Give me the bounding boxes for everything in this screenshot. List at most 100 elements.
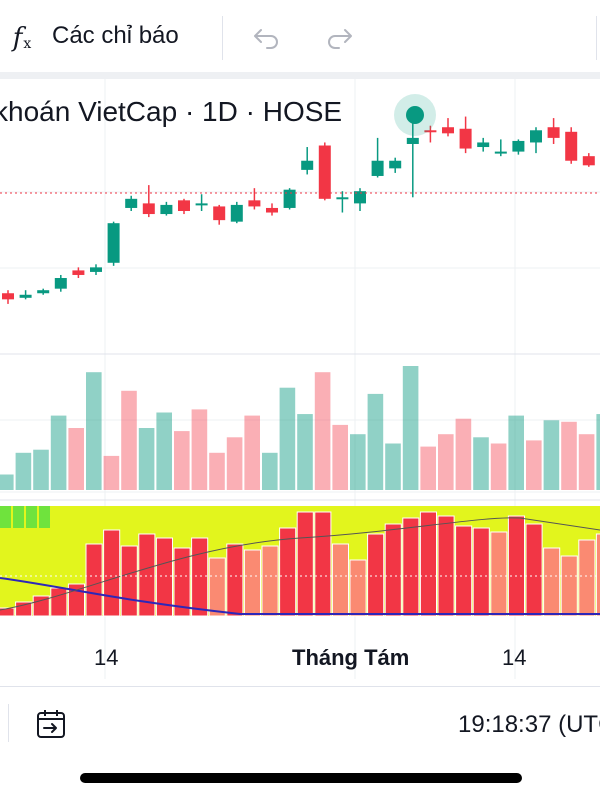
volume-bar xyxy=(402,366,419,490)
candle-body xyxy=(371,160,384,176)
volume-bar xyxy=(420,446,436,490)
candle-body xyxy=(213,206,226,221)
indicators-button[interactable]: Các chỉ báo xyxy=(52,22,179,49)
oscillator-bar xyxy=(543,547,561,617)
candle-body xyxy=(512,140,525,152)
candle-body xyxy=(54,278,67,289)
oscillator-bar xyxy=(367,533,385,617)
volume-bar xyxy=(385,443,401,490)
oscillator-bars xyxy=(0,511,600,617)
candle-body xyxy=(424,130,437,133)
volume-bar xyxy=(438,434,454,490)
volume-bar xyxy=(244,415,260,490)
candle-body xyxy=(107,223,120,263)
candle-body xyxy=(318,145,331,199)
oscillator-bar xyxy=(191,537,209,617)
candle-body xyxy=(283,189,296,208)
volume-bar xyxy=(561,421,577,490)
toolbar-divider xyxy=(0,72,600,79)
calendar-range-icon[interactable] xyxy=(34,707,70,743)
oscillator-bar xyxy=(0,607,15,617)
x-axis-label: 14 xyxy=(94,645,119,670)
candle-body xyxy=(72,270,85,275)
home-indicator xyxy=(80,773,522,783)
x-axis-label: 14 xyxy=(502,645,527,670)
oscillator-green-cell xyxy=(39,506,50,528)
volume-bar xyxy=(314,372,331,490)
oscillator-bar xyxy=(331,543,349,617)
oscillator-bar xyxy=(560,555,578,617)
volume-bar xyxy=(490,443,507,490)
volume-bar xyxy=(367,393,384,490)
volume-bar xyxy=(543,420,560,490)
candle-body xyxy=(160,204,173,215)
volume-bar xyxy=(174,431,190,490)
volume-bar xyxy=(226,437,243,490)
candle-body xyxy=(178,200,190,211)
undo-arrow-icon[interactable] xyxy=(248,22,284,54)
oscillator-signal-line xyxy=(0,577,600,615)
candle-body xyxy=(477,142,490,148)
clock-text[interactable]: 19:18:37 (UTC xyxy=(458,711,600,738)
oscillator-bar xyxy=(50,587,68,617)
volume-bar xyxy=(332,424,348,490)
oscillator-bar xyxy=(296,511,314,617)
oscillator-bar xyxy=(455,525,473,617)
oscillator-bar xyxy=(472,527,490,617)
volume-bar xyxy=(455,418,472,490)
candle-body xyxy=(565,131,578,161)
candle-body xyxy=(389,160,402,169)
oscillator-bar xyxy=(525,523,543,617)
chart-title: khoán VietCap · 1D · HOSE xyxy=(0,96,343,127)
oscillator-bar xyxy=(138,533,156,617)
oscillator-bar xyxy=(384,523,402,617)
candle-body xyxy=(406,137,419,144)
oscillator-bar xyxy=(155,537,173,617)
oscillator-main-line xyxy=(0,517,600,611)
oscillator-green-cell xyxy=(0,506,11,528)
candle-body xyxy=(547,127,560,138)
chart-canvas[interactable] xyxy=(0,79,600,685)
oscillator-bar xyxy=(490,531,508,617)
volume-bar xyxy=(508,415,524,490)
volume-bar xyxy=(68,428,84,490)
candle-body xyxy=(195,203,208,206)
oscillator-bar xyxy=(578,539,596,617)
volume-bar xyxy=(33,449,49,490)
oscillator-bar xyxy=(437,515,455,617)
volume-bar xyxy=(103,455,120,490)
oscillator-bar xyxy=(595,533,600,617)
toolbar-separator xyxy=(596,16,597,60)
candle-body xyxy=(336,197,349,200)
volume-bar xyxy=(156,412,172,490)
candle-body xyxy=(301,160,314,170)
oscillator-bar xyxy=(243,549,261,617)
volume-bar xyxy=(50,415,67,490)
bottom-separator xyxy=(8,704,9,742)
oscillator-bar xyxy=(120,545,138,617)
candle-body xyxy=(90,267,102,272)
candle-body xyxy=(442,127,454,134)
candle-body xyxy=(582,156,595,166)
volume-bar xyxy=(0,474,14,490)
fx-sub: x xyxy=(23,36,32,52)
candle-body xyxy=(494,151,507,154)
volume-bar xyxy=(473,437,489,490)
redo-arrow-icon[interactable] xyxy=(322,22,358,54)
candle-body xyxy=(248,200,261,207)
volume-bar xyxy=(15,452,32,490)
candle-body xyxy=(530,130,542,143)
oscillator-bar xyxy=(85,543,103,617)
oscillator-bar xyxy=(173,547,191,617)
oscillator-lines xyxy=(0,517,600,615)
candle-body xyxy=(19,294,32,298)
candle-body xyxy=(230,204,243,222)
volume-bar xyxy=(596,414,600,490)
oscillator-bar xyxy=(349,559,367,617)
candle-body xyxy=(37,290,50,294)
volume-bar xyxy=(209,452,225,490)
oscillator-green-cell xyxy=(26,506,37,528)
live-dot-icon xyxy=(406,106,424,124)
